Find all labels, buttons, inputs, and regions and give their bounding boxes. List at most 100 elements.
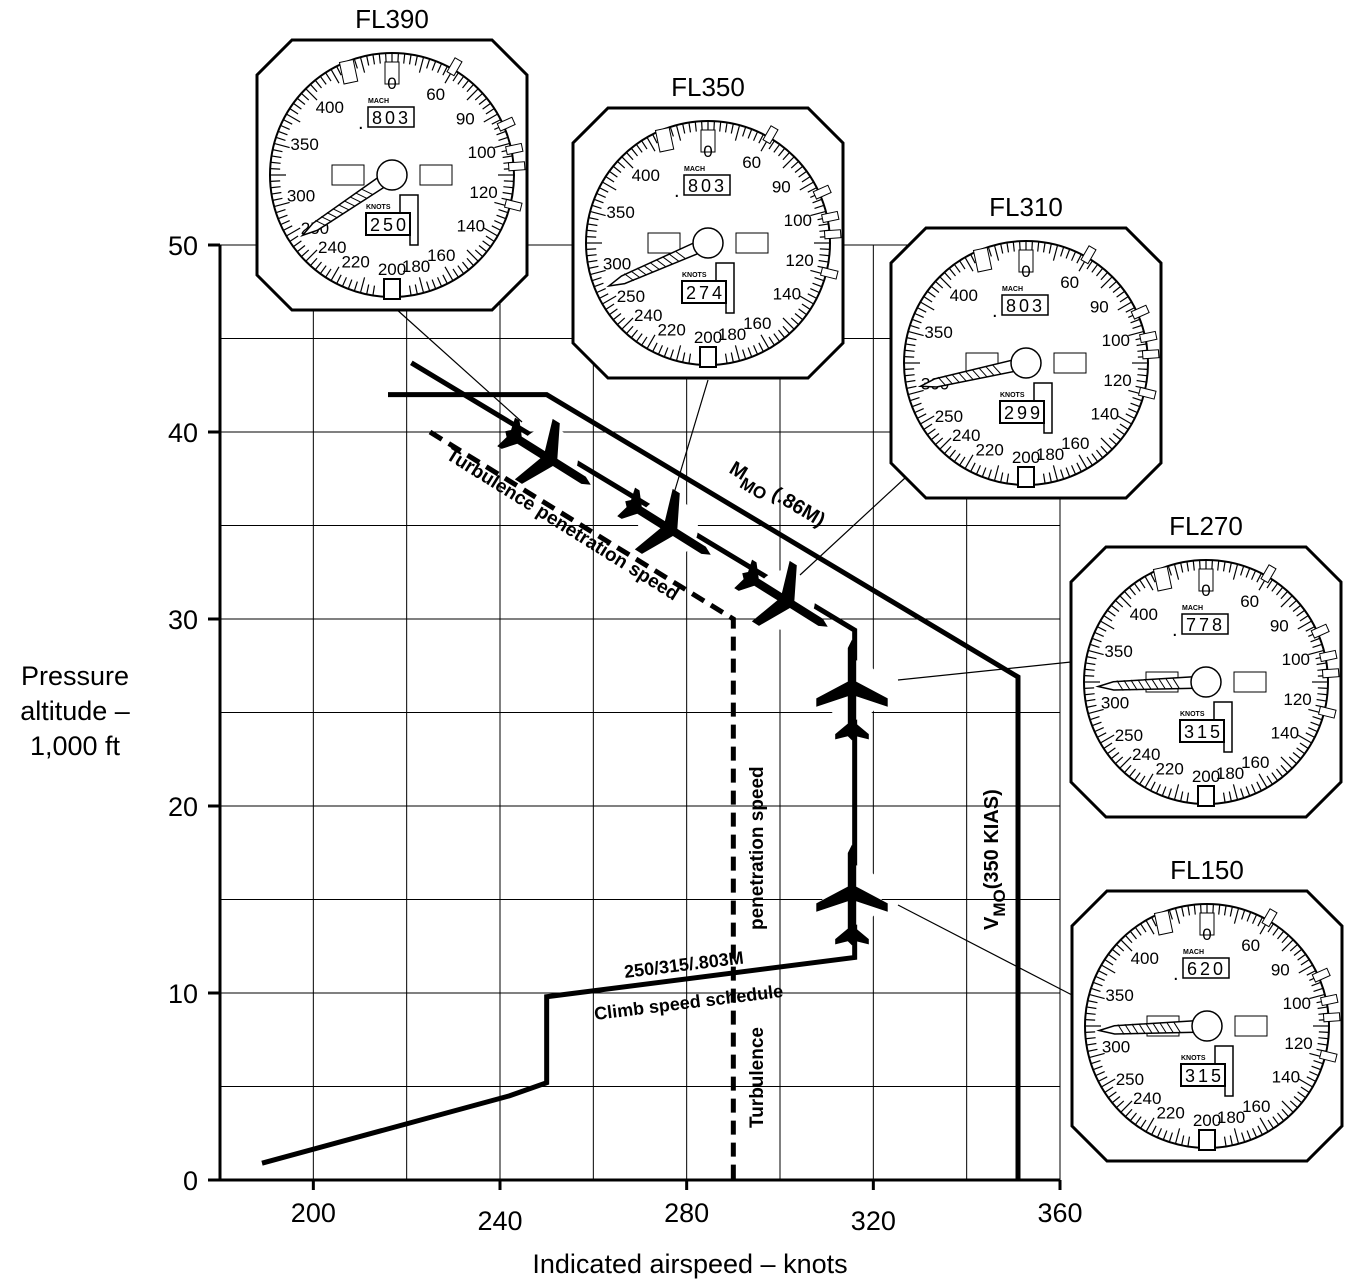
dial-label: 100 xyxy=(1283,994,1311,1013)
dial-label: 160 xyxy=(743,314,771,333)
dial-label: 90 xyxy=(456,110,475,129)
mach-label: MACH xyxy=(1183,949,1204,956)
x-tick-label: 240 xyxy=(477,1206,522,1236)
gauge: 0609010012014016018020022024025030035040… xyxy=(891,228,1161,498)
y-tick-label: 20 xyxy=(168,792,198,822)
dial-label: 100 xyxy=(784,211,812,230)
dial-label: 400 xyxy=(1130,605,1158,624)
annotation-sub: MO xyxy=(990,889,1009,916)
dial-tick xyxy=(1319,1032,1329,1033)
gauge: 0609010012014016018020022024025030035040… xyxy=(257,40,527,310)
dial-tick xyxy=(1318,688,1328,689)
dial-label: 60 xyxy=(1060,273,1079,292)
dial-label: 140 xyxy=(773,284,801,303)
dial-label: 120 xyxy=(1284,1034,1312,1053)
dial-tick xyxy=(1138,369,1148,370)
dial-label: 0 xyxy=(1202,925,1211,944)
mach-label: MACH xyxy=(368,98,389,105)
dial-label: 400 xyxy=(950,286,978,305)
annotation: Turbulence xyxy=(747,1027,768,1128)
bottom-mark xyxy=(1199,1130,1215,1150)
dial-tick xyxy=(1084,688,1094,689)
dial-label: 350 xyxy=(290,135,318,154)
dial-label: 160 xyxy=(1242,1097,1270,1116)
knots-label: KNOTS xyxy=(682,272,707,279)
speed-bug xyxy=(508,162,525,171)
annotation: penetration speed xyxy=(747,766,768,930)
dial-label: 0 xyxy=(703,142,712,161)
gauge: 0609010012014016018020022024025030035040… xyxy=(1072,891,1342,1161)
dial-label: 90 xyxy=(1271,961,1290,980)
mach-readout: 620 xyxy=(1187,959,1226,979)
dial-label: 400 xyxy=(1131,949,1159,968)
annotation: VMO(350 KIAS) xyxy=(981,789,1009,930)
dial-label: 250 xyxy=(1116,1070,1144,1089)
dial-label: 160 xyxy=(427,246,455,265)
dial-label: 120 xyxy=(1103,371,1131,390)
mach-readout: 803 xyxy=(688,176,727,196)
hub xyxy=(377,160,407,190)
leader-line xyxy=(898,662,1071,680)
dial-label: 0 xyxy=(387,74,396,93)
line xyxy=(388,395,1018,1180)
x-tick-label: 280 xyxy=(664,1198,709,1228)
dial-label: 140 xyxy=(1271,723,1299,742)
knots-label: KNOTS xyxy=(366,204,391,211)
mach-prefix: . xyxy=(992,300,998,322)
dial-label: 140 xyxy=(1091,404,1119,423)
knots-readout: 250 xyxy=(370,215,409,235)
bottom-mark xyxy=(384,279,400,299)
dial-tick xyxy=(1085,1032,1095,1033)
dial-label: 240 xyxy=(634,306,662,325)
knots-readout: 299 xyxy=(1004,403,1043,423)
flag-window xyxy=(1234,672,1266,692)
dial-label: 200 xyxy=(1012,448,1040,467)
dial-label: 100 xyxy=(1282,650,1310,669)
dial-label: 300 xyxy=(1102,1037,1130,1056)
dial-label: 160 xyxy=(1061,434,1089,453)
gauge-title: FL150 xyxy=(1170,855,1244,885)
y-tick-label: 0 xyxy=(183,1166,198,1196)
y-tick-label: 30 xyxy=(168,605,198,635)
mach-prefix: . xyxy=(674,180,680,202)
mach-readout: 778 xyxy=(1186,615,1225,635)
flag-window xyxy=(736,233,768,253)
dial-label: 100 xyxy=(468,143,496,162)
x-tick-label: 320 xyxy=(851,1206,896,1236)
dial-label: 0 xyxy=(1201,581,1210,600)
dial-label: 60 xyxy=(1241,936,1260,955)
annotation: MMO (.86M) xyxy=(722,457,828,536)
dial-label: 250 xyxy=(617,287,645,306)
dial-label: 140 xyxy=(1272,1067,1300,1086)
dial-label: 60 xyxy=(742,153,761,172)
x-tick-label: 360 xyxy=(1037,1198,1082,1228)
dial-label: 0 xyxy=(1021,262,1030,281)
gauge: 0609010012014016018020022024025030035040… xyxy=(573,108,843,378)
speed-bug xyxy=(1323,1013,1340,1022)
gauge-title: FL270 xyxy=(1169,511,1243,541)
dial-tick xyxy=(586,237,596,238)
dial-label: 200 xyxy=(694,328,722,347)
mach-label: MACH xyxy=(1002,286,1023,293)
dial-label: 300 xyxy=(287,186,315,205)
knots-label: KNOTS xyxy=(1000,392,1025,399)
dial-label: 240 xyxy=(1132,745,1160,764)
mach-readout: 803 xyxy=(372,108,411,128)
dial-label: 90 xyxy=(772,178,791,197)
y-tick-label: 10 xyxy=(168,979,198,1009)
y-tick-label: 40 xyxy=(168,418,198,448)
dial-label: 350 xyxy=(924,323,952,342)
dial-label: 300 xyxy=(1101,693,1129,712)
dial-tick xyxy=(270,181,280,182)
x-axis-title: Indicated airspeed – knots xyxy=(532,1249,847,1279)
flag-window xyxy=(332,165,364,185)
dial-label: 240 xyxy=(952,426,980,445)
dial-tick xyxy=(586,249,596,250)
hub xyxy=(1191,667,1221,697)
flag-window xyxy=(420,165,452,185)
dial-label: 140 xyxy=(457,216,485,235)
hub xyxy=(1192,1011,1222,1041)
dial-label: 160 xyxy=(1241,753,1269,772)
annotation-part: (350 KIAS) xyxy=(981,789,1003,889)
dial-tick xyxy=(1085,1020,1095,1021)
